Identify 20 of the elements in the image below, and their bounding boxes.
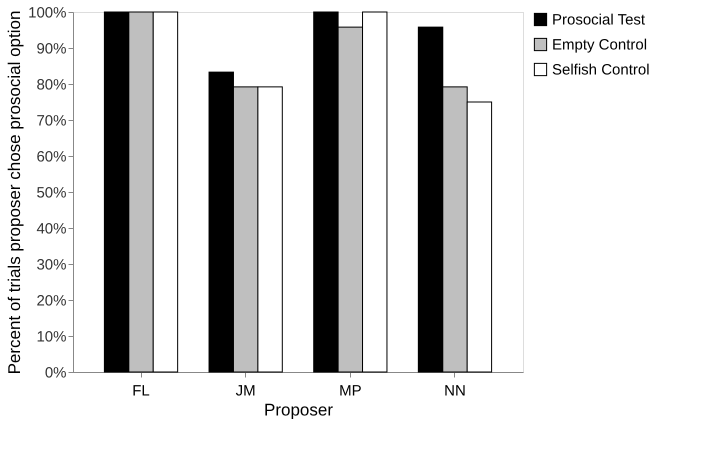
y-tick-label: 10%	[36, 328, 66, 346]
x-tick-label: NN	[444, 382, 466, 400]
y-tick-label: 50%	[36, 184, 66, 202]
y-tick-label: 70%	[36, 112, 66, 130]
y-tick-label: 30%	[36, 256, 66, 274]
x-axis-title: Proposer	[264, 400, 334, 420]
x-tick-label: FL	[132, 382, 150, 400]
legend-label: Empty Control	[552, 36, 648, 54]
y-axis-title: Percent of trials proposer chose prosocial option	[5, 10, 24, 374]
y-tick-label: 40%	[36, 220, 66, 238]
legend-label: Prosocial Test	[552, 12, 646, 28]
y-tick-label: 20%	[36, 292, 66, 310]
x-tick-label: JM	[236, 382, 256, 400]
y-tick-label: 0%	[44, 364, 66, 382]
y-tick-label: 60%	[36, 148, 66, 166]
x-tick-label: MP	[339, 382, 362, 400]
y-tick-label: 90%	[36, 40, 66, 58]
y-tick-label: 80%	[36, 76, 66, 94]
legend-label: Selfish Control	[552, 62, 650, 78]
y-tick-label: 100%	[28, 4, 66, 22]
